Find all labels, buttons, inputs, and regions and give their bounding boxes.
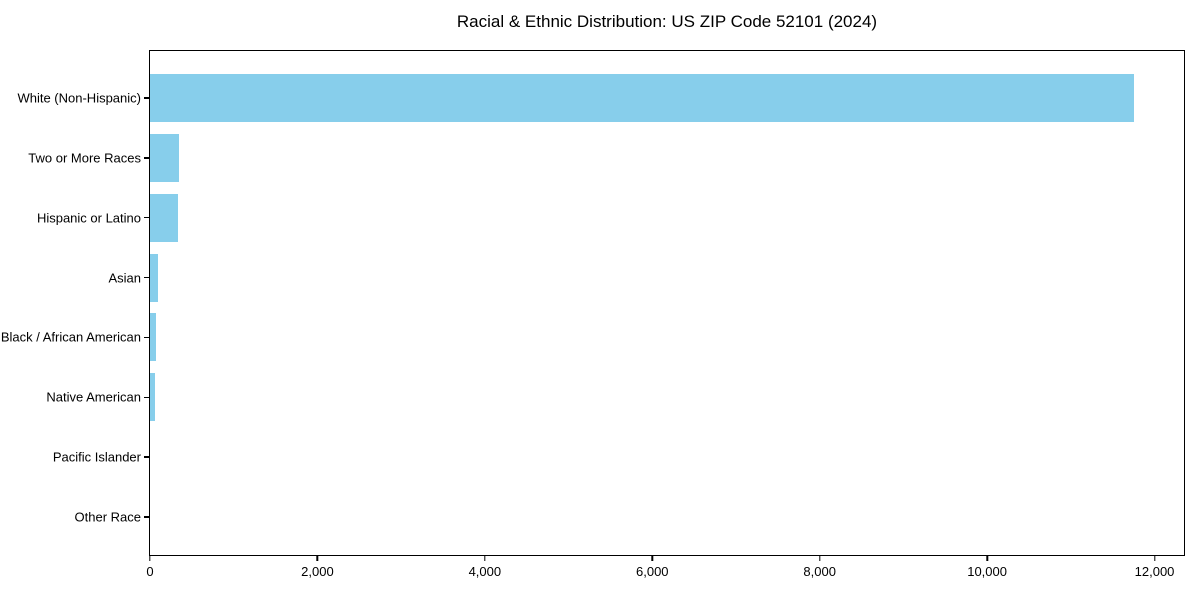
- x-tick-mark: [484, 555, 486, 561]
- y-tick-mark: [144, 97, 150, 99]
- y-tick-label-black-african-american: Black / African American: [0, 329, 141, 345]
- x-tick-mark: [1153, 555, 1156, 561]
- x-tick-label-4000: 4,000: [468, 564, 502, 579]
- y-tick-label-pacific-islander: Pacific Islander: [52, 449, 141, 465]
- x-tick-mark: [149, 555, 151, 561]
- y-tick-label-asian: Asian: [108, 270, 141, 286]
- bar-black-african-american: [150, 313, 157, 362]
- x-tick-mark: [818, 555, 821, 561]
- x-tick-label-6000: 6,000: [635, 564, 669, 579]
- bar-hispanic-or-latino: [150, 193, 178, 242]
- x-tick-mark: [316, 555, 319, 561]
- x-tick-mark: [986, 555, 988, 561]
- bar-white-non-hispanic: [150, 74, 1134, 122]
- y-tick-mark: [144, 217, 150, 219]
- x-tick-label-2000: 2,000: [301, 564, 334, 579]
- y-tick-mark: [144, 456, 150, 458]
- y-tick-mark: [144, 516, 150, 518]
- y-tick-label-native-american: Native American: [46, 389, 141, 405]
- y-tick-mark: [144, 396, 150, 398]
- bar-two-or-more-races: [150, 133, 180, 182]
- y-tick-label-white-non-hispanic: White (Non-Hispanic): [17, 90, 141, 106]
- y-tick-mark: [144, 157, 150, 159]
- bar-asian: [150, 253, 159, 302]
- y-tick-label-two-or-more-races: Two or More Races: [28, 150, 141, 166]
- x-tick-label-0: 0: [146, 564, 154, 579]
- x-tick-label-10000: 10,000: [967, 564, 1007, 579]
- x-tick-label-8000: 8,000: [803, 564, 836, 579]
- y-tick-label-other-race: Other Race: [74, 509, 141, 525]
- x-tick-label-12000: 12,000: [1134, 564, 1175, 579]
- y-tick-mark: [144, 336, 150, 339]
- plot-area: White (Non-Hispanic) Two or More Races His…: [1, 50, 1185, 579]
- bar-native-american: [150, 373, 156, 422]
- chart-title: Racial & Ethnic Distribution: US ZIP Cod…: [456, 12, 878, 31]
- y-tick-mark: [144, 276, 150, 279]
- x-tick-mark: [651, 555, 653, 561]
- y-tick-label-hispanic-or-latino: Hispanic or Latino: [36, 210, 141, 226]
